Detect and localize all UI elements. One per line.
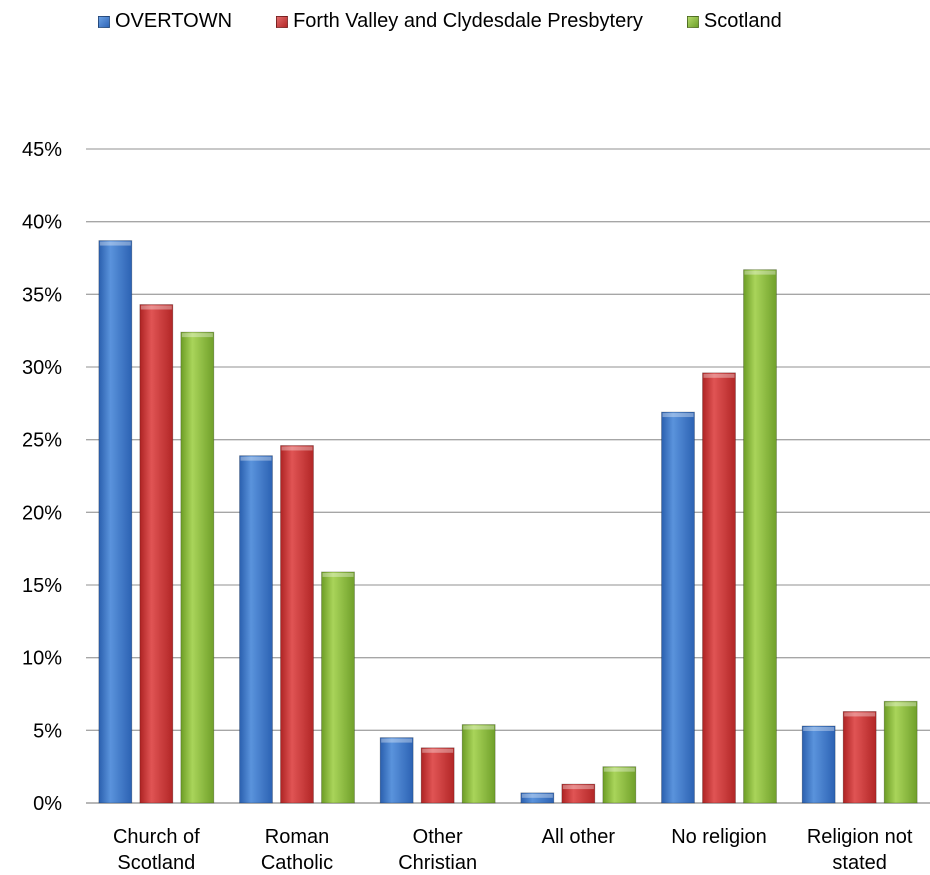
- x-category-label: All other: [542, 826, 616, 848]
- bar-0-2: [379, 737, 414, 804]
- bar-top-highlight: [844, 712, 876, 717]
- bar-1-0: [139, 304, 174, 804]
- legend-label-overtown: OVERTOWN: [115, 10, 233, 32]
- bar-top-highlight: [662, 413, 694, 418]
- bar-0-5: [801, 725, 836, 804]
- bar-top-highlight: [181, 333, 213, 338]
- bar-2-4: [743, 269, 777, 804]
- bar-top-highlight: [381, 738, 413, 743]
- bar-top-highlight: [322, 572, 354, 577]
- y-tick-label: 20%: [22, 502, 62, 524]
- bar-0-3: [520, 792, 555, 804]
- y-tick-label: 25%: [22, 430, 62, 452]
- legend-item-presbytery: Forth Valley and Clydesdale Presbytery: [276, 10, 643, 33]
- bar-0-4: [661, 411, 695, 804]
- legend-item-overtown: OVERTOWN: [98, 10, 232, 33]
- bar-top-highlight: [99, 241, 131, 246]
- bar-2-0: [180, 331, 215, 804]
- bar-0-1: [239, 455, 273, 804]
- x-category-label: Religion not stated: [807, 826, 913, 874]
- bar-top-highlight: [281, 446, 313, 451]
- bar-top-highlight: [603, 767, 635, 772]
- y-tick-label: 0%: [33, 793, 62, 815]
- bar-2-1: [321, 571, 355, 804]
- bar-top-highlight: [240, 456, 272, 461]
- bar-2-5: [883, 700, 918, 804]
- legend-swatch-presbytery: [276, 15, 289, 28]
- bar-1-4: [702, 372, 736, 804]
- bar-top-highlight: [521, 793, 553, 798]
- bar-top-highlight: [140, 305, 172, 310]
- y-tick-label: 35%: [22, 284, 62, 306]
- y-tick-label: 5%: [33, 720, 62, 742]
- bar-1-3: [561, 783, 596, 804]
- bar-top-highlight: [703, 373, 735, 378]
- legend-swatch-scotland: [686, 15, 699, 28]
- legend: OVERTOWN Forth Valley and Clydesdale Pre…: [98, 10, 826, 33]
- bar-2-2: [461, 724, 496, 804]
- bar-top-highlight: [885, 702, 917, 707]
- bar-1-5: [842, 711, 877, 804]
- legend-swatch-overtown: [98, 15, 110, 28]
- y-tick-label: 45%: [22, 139, 62, 161]
- bar-0-0: [98, 240, 133, 804]
- y-tick-label: 15%: [22, 575, 62, 597]
- bar-top-highlight: [562, 785, 594, 790]
- bar-top-highlight: [422, 748, 454, 753]
- bar-2-3: [602, 766, 637, 804]
- y-tick-label: 40%: [22, 212, 62, 234]
- bar-1-2: [420, 747, 455, 804]
- y-tick-label: 10%: [22, 648, 62, 670]
- x-category-label: No religion: [671, 826, 767, 848]
- x-category-label: Church of Scotland: [113, 826, 200, 874]
- bar-top-highlight: [463, 725, 495, 730]
- bar-top-highlight: [803, 726, 835, 731]
- x-category-label: Roman Catholic: [261, 826, 333, 874]
- bar-top-highlight: [744, 270, 776, 275]
- legend-item-scotland: Scotland: [686, 10, 782, 33]
- legend-label-presbytery: Forth Valley and Clydesdale Presbytery: [293, 10, 643, 32]
- bar-1-1: [280, 445, 314, 804]
- legend-label-scotland: Scotland: [703, 10, 782, 32]
- x-category-label: Other Christian: [398, 826, 477, 874]
- y-tick-label: 30%: [22, 357, 62, 379]
